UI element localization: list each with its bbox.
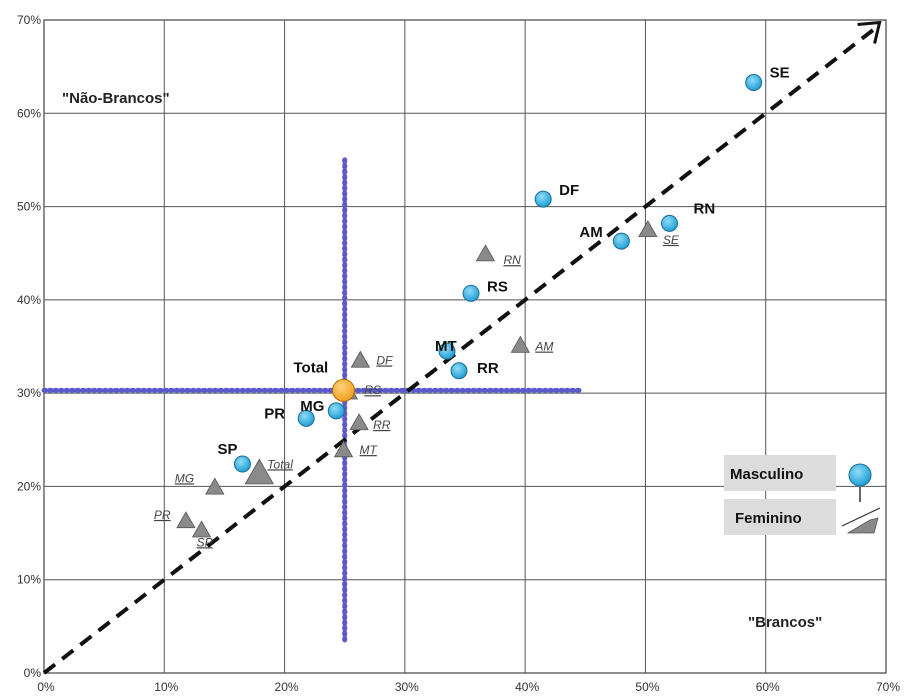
point-feminino-df — [350, 350, 371, 368]
y-tick-label: 40% — [17, 293, 41, 307]
data-points — [176, 74, 763, 538]
point-masculino-se — [745, 74, 763, 92]
x-tick-label: 60% — [756, 680, 780, 694]
point-masculino-mt — [438, 342, 456, 360]
grid-lines — [44, 20, 886, 673]
label-masculino-pr: PR — [264, 405, 285, 422]
y-tick-label: 70% — [17, 13, 41, 27]
x-tick-label: 30% — [395, 680, 419, 694]
label-masculino-total: Total — [294, 359, 329, 376]
label-masculino-mt: MT — [435, 338, 457, 355]
label-feminino-am: AM — [534, 340, 553, 354]
point-masculino-df — [534, 190, 552, 208]
point-masculino-rn — [660, 214, 678, 232]
legend-label-masculino: Masculino — [730, 466, 803, 483]
point-masculino-am — [612, 232, 630, 250]
point-masculino-mg — [327, 402, 345, 420]
legend: Masculino Feminino — [724, 455, 881, 535]
plot-border — [43, 19, 887, 674]
region-label-brancos: "Brancos" — [748, 614, 822, 631]
y-tick-label: 50% — [17, 200, 41, 214]
x-tick-label: 10% — [154, 680, 178, 694]
y-tick-label: 10% — [17, 573, 41, 587]
label-feminino-rs: RS — [364, 383, 381, 397]
point-feminino-total — [244, 458, 275, 485]
plot-area — [43, 19, 887, 674]
point-feminino-sp — [191, 520, 212, 538]
y-tick-label: 20% — [17, 479, 41, 493]
point-masculino-rs — [462, 284, 480, 302]
point-feminino-rr — [349, 413, 369, 431]
point-feminino-pr — [176, 511, 196, 529]
label-masculino-df: DF — [559, 182, 579, 199]
label-feminino-sp: SP — [197, 535, 213, 549]
x-tick-label: 0% — [37, 680, 55, 694]
diagonal-line — [42, 20, 882, 675]
point-labels: RN SE AM DF RS RR MT Total MG PR SP SE DF RN AM RS MT RR T… — [154, 65, 790, 550]
label-feminino-rn: RN — [503, 253, 521, 267]
label-masculino-se: SE — [770, 65, 790, 82]
y-tick-label: 60% — [17, 106, 41, 120]
label-feminino-pr: PR — [154, 508, 171, 522]
point-masculino-total — [332, 378, 356, 402]
legend-connector-2 — [841, 507, 881, 527]
diagonal-arrowhead — [857, 20, 882, 44]
x-tick-label: 40% — [515, 680, 539, 694]
label-feminino-mg: MG — [175, 471, 194, 485]
label-masculino-rr: RR — [477, 360, 499, 377]
point-feminino-mt — [333, 440, 354, 458]
y-tick-label: 30% — [17, 386, 41, 400]
point-masculino-sp — [233, 455, 251, 473]
legend-box-feminino — [724, 499, 836, 535]
label-feminino-df: DF — [376, 353, 393, 367]
label-feminino-se: SE — [663, 233, 680, 247]
label-masculino-mg: MG — [300, 398, 324, 415]
label-masculino-rs: RS — [487, 278, 508, 295]
point-feminino-se — [638, 220, 658, 238]
x-tick-label: 20% — [275, 680, 299, 694]
legend-marker-feminino — [846, 517, 879, 534]
diagonal-dashed-line — [42, 24, 879, 675]
point-feminino-am — [510, 335, 531, 353]
point-masculino-pr — [297, 409, 315, 427]
region-label-nao-brancos: "Não-Brancos" — [62, 90, 170, 107]
legend-label-feminino: Feminino — [735, 510, 802, 527]
x-tick-label: 70% — [876, 680, 900, 694]
point-feminino-mg — [205, 477, 225, 495]
x-tick-label: 50% — [635, 680, 659, 694]
point-feminino-rn — [475, 244, 496, 262]
axis-ticks: 0% 10% 20% 30% 40% 50% 60% 70% 0% 10% 20% 30% 40% 50%… — [17, 13, 900, 694]
label-masculino-rn: RN — [693, 200, 715, 217]
point-masculino-rr — [450, 362, 468, 380]
label-masculino-sp: SP — [217, 441, 237, 458]
legend-box-masculino — [724, 455, 836, 491]
label-masculino-am: AM — [579, 224, 602, 241]
label-feminino-rr: RR — [373, 418, 391, 432]
label-feminino-mt: MT — [360, 443, 379, 457]
label-feminino-total: Total — [267, 457, 293, 471]
y-tick-label: 0% — [24, 666, 42, 680]
legend-marker-masculino — [848, 463, 872, 487]
